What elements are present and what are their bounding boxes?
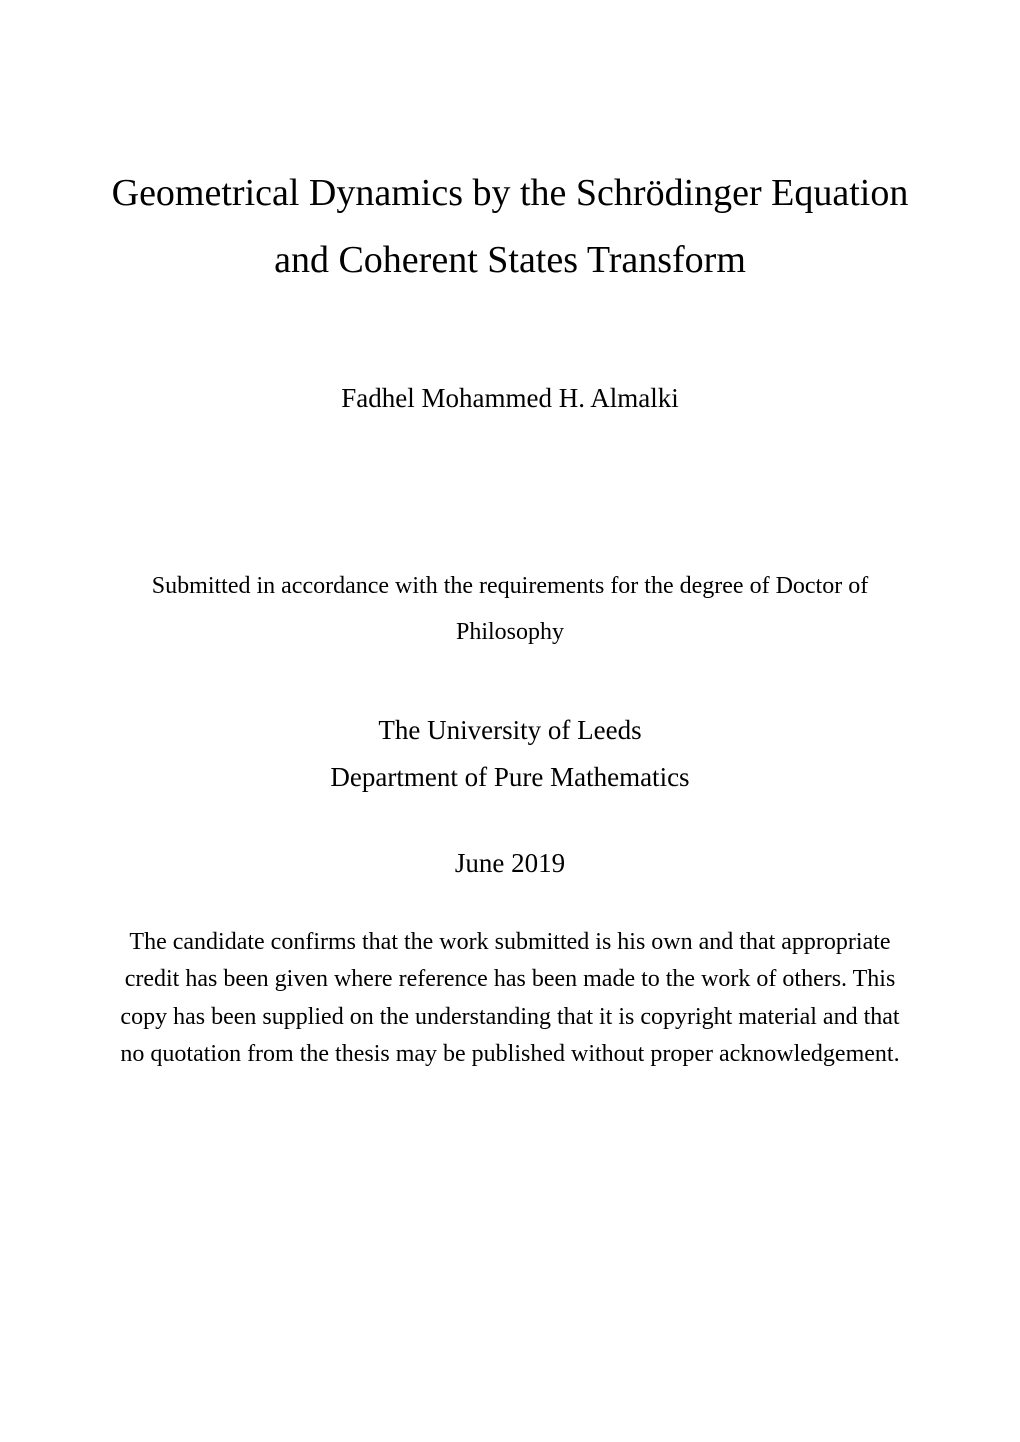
degree-statement: Submitted in accordance with the require… [100,564,920,655]
copyright-declaration: The candidate confirms that the work sub… [100,924,920,1073]
university-name: The University of Leeds [100,715,920,746]
thesis-title: Geometrical Dynamics by the Schrödinger … [100,160,920,293]
submission-date: June 2019 [100,848,920,879]
department-name: Department of Pure Mathematics [100,762,920,793]
author-name: Fadhel Mohammed H. Almalki [100,383,920,414]
